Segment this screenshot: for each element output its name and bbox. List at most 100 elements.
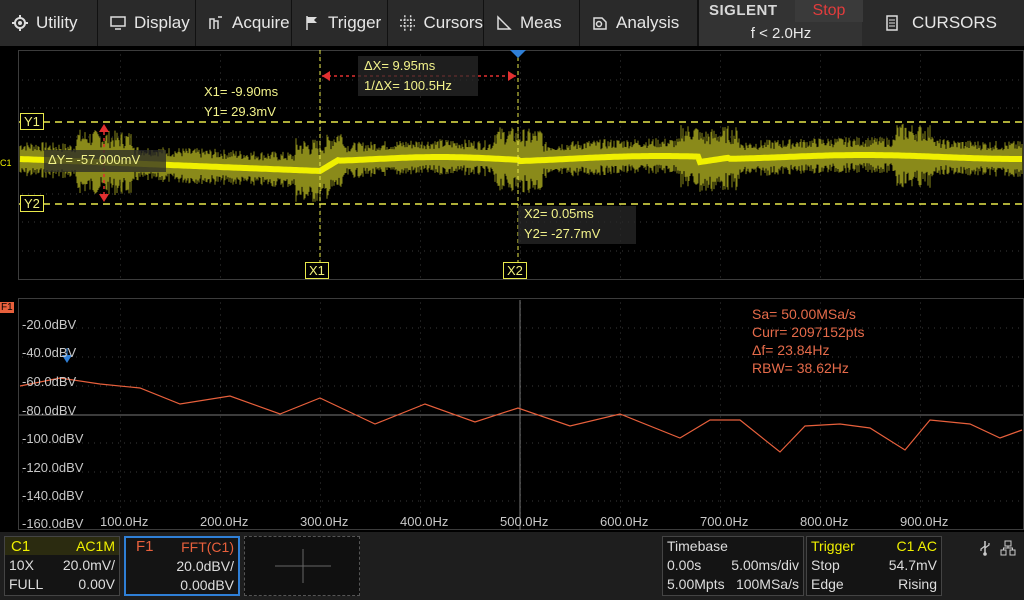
db-label: -20.0dBV (22, 317, 77, 332)
delta-x-arrow-right (508, 71, 516, 81)
usb-icon (980, 541, 990, 556)
timebase-delay: 0.00s (667, 557, 702, 573)
measure-icon (497, 15, 512, 30)
f1-scale: 20.0dBV/ (176, 558, 234, 574)
fft-points: Curr= 2097152pts (752, 324, 865, 340)
hz-label: 500.0Hz (500, 514, 549, 529)
trigger-source: C1 AC (896, 538, 937, 554)
hz-label: 800.0Hz (800, 514, 849, 529)
delta-y-readout: ΔY= -57.000mV (48, 152, 141, 167)
menu-acquire[interactable]: Acquire (196, 0, 292, 46)
db-label: -160.0dBV (22, 516, 84, 531)
delta-x-arrow-left (322, 71, 330, 81)
gear-icon (12, 15, 28, 31)
y1-readout: Y1= 29.3mV (204, 104, 276, 119)
f1-name: F1 (136, 538, 154, 555)
ch1-offset-marker[interactable]: C1 (0, 158, 12, 168)
inv-delta-x-readout: 1/ΔX= 100.5Hz (364, 78, 452, 93)
cursor-x2-tag[interactable]: X2 (503, 262, 527, 279)
delta-y-arrow-top (99, 124, 109, 132)
f1-offset-marker[interactable]: F1 (0, 302, 14, 313)
hz-label: 400.0Hz (400, 514, 449, 529)
hz-label: 100.0Hz (100, 514, 149, 529)
delta-y-arrow-bottom (99, 194, 109, 202)
hz-label: 900.0Hz (900, 514, 949, 529)
db-label: -80.0dBV (22, 403, 77, 418)
trigger-type: Edge (811, 576, 844, 592)
menu-meas-label: Meas (520, 13, 562, 32)
timebase-box[interactable]: Timebase 0.00s 5.00ms/div 5.00Mpts 100MS… (662, 536, 804, 596)
trigger-position-marker (510, 50, 526, 58)
ch1-name: C1 (11, 538, 31, 555)
run-status[interactable]: Stop (795, 0, 863, 22)
menu-cursors-label: Cursors (423, 13, 483, 32)
brand-logo: SIGLENT (709, 2, 778, 19)
timebase-rate: 100MSa/s (735, 576, 799, 592)
scope-display[interactable]: ΔX= 9.95ms 1/ΔX= 100.5Hz X1= -9.90ms Y1=… (0, 46, 1024, 532)
menu-utility[interactable]: Utility (0, 0, 98, 46)
plus-icon (275, 549, 331, 583)
trigger-title: Trigger (811, 538, 855, 554)
x2-readout-box (518, 206, 636, 244)
delta-x-readout: ΔX= 9.95ms (364, 58, 436, 73)
ch1-probe: 10X (9, 557, 34, 573)
fft-rbw: RBW= 38.62Hz (752, 360, 849, 376)
timebase-points: 5.00Mpts (667, 576, 725, 592)
menu-analysis-label: Analysis (616, 13, 680, 32)
network-icon (1000, 540, 1016, 556)
cursor-y2-tag[interactable]: Y2 (20, 195, 44, 212)
fft-sample-rate: Sa= 50.00MSa/s (752, 306, 856, 322)
fft-trace (19, 377, 1023, 453)
x1-readout: X1= -9.90ms (204, 84, 279, 99)
ch1-offset: 0.00V (78, 576, 115, 592)
f1-function: FFT(C1) (181, 539, 234, 555)
acquire-icon (209, 16, 222, 29)
f1-offset: 0.00dBV (180, 577, 234, 593)
menu-cursors[interactable]: Cursors (388, 0, 484, 46)
menu-bar: Utility Display Acquire Trigger Cursors … (0, 0, 1024, 46)
status-bar: C1 AC1M 10X 20.0mV/ FULL 0.00V F1 FFT(C1… (0, 532, 1024, 600)
analysis-icon (593, 17, 607, 30)
ch1-waveform (19, 123, 1023, 202)
ch1-scale: 20.0mV/ (62, 557, 115, 573)
add-channel-box[interactable] (244, 536, 360, 596)
hz-label: 700.0Hz (700, 514, 749, 529)
trigger-frequency: f < 2.0Hz (750, 25, 812, 42)
menu-analysis[interactable]: Analysis (580, 0, 698, 46)
menu-meas[interactable]: Meas (484, 0, 580, 46)
side-menu-title: CURSORS (912, 13, 998, 32)
cursor-x1-tag[interactable]: X1 (305, 262, 329, 279)
db-label: -100.0dBV (22, 431, 84, 446)
hz-label: 200.0Hz (200, 514, 249, 529)
delta-x-readout-box (358, 56, 478, 96)
menu-utility-label: Utility (36, 13, 78, 32)
menu-display-label: Display (134, 13, 190, 32)
x2-readout: X2= 0.05ms (524, 206, 594, 221)
menu-trigger-label: Trigger (328, 13, 382, 32)
trigger-mode: Stop (811, 557, 840, 573)
ch1-bandwidth: FULL (9, 576, 44, 592)
f1-info-box[interactable]: F1 FFT(C1) 20.0dBV/ 0.00dBV (124, 536, 240, 596)
timebase-title: Timebase (667, 538, 728, 554)
menu-display[interactable]: Display (98, 0, 196, 46)
trigger-box[interactable]: Trigger C1 AC Stop 54.7mV Edge Rising (806, 536, 942, 596)
cursor-y1-tag[interactable]: Y1 (20, 113, 44, 130)
y2-readout: Y2= -27.7mV (524, 226, 601, 241)
menu-trigger[interactable]: Trigger (292, 0, 388, 46)
waveform-canvas (19, 50, 1023, 530)
side-menu-cursors[interactable]: CURSORS (864, 0, 1024, 46)
cursor-cross-icon (400, 15, 416, 31)
flag-icon (306, 16, 317, 30)
monitor-icon (110, 16, 126, 30)
delta-y-readout-box (44, 150, 166, 172)
trigger-slope: Rising (898, 576, 937, 592)
db-label: -140.0dBV (22, 488, 84, 503)
db-label: -120.0dBV (22, 460, 84, 475)
trigger-level: 54.7mV (888, 557, 937, 573)
menu-list-icon (886, 15, 898, 31)
ch1-info-box[interactable]: C1 AC1M 10X 20.0mV/ FULL 0.00V (4, 536, 120, 596)
brand-panel: SIGLENT Stop f < 2.0Hz (698, 0, 863, 46)
db-label: -60.0dBV (22, 374, 77, 389)
fft-delta-f: Δf= 23.84Hz (752, 342, 830, 358)
hz-label: 300.0Hz (300, 514, 349, 529)
